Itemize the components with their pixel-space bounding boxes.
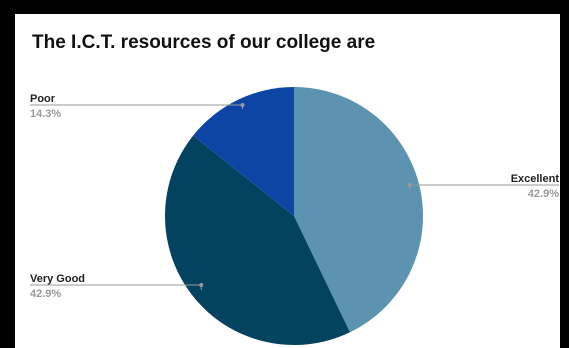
slice-label-poor: Poor (30, 93, 56, 105)
slice-value-excellent: 42.9% (528, 188, 559, 200)
pie-labels: Excellent 42.9% Very Good 42.9% Poor 14.… (30, 93, 559, 300)
slice-value-poor: 14.3% (30, 108, 61, 120)
leader-dot-excellent (407, 183, 412, 187)
pie-slice-poor (193, 86, 294, 216)
frame-left-border (0, 0, 15, 348)
leader-dot-very-good (199, 283, 204, 287)
leader-line-poor (30, 104, 244, 110)
leader-dot-poor (240, 103, 245, 107)
frame-top-border (0, 0, 569, 14)
pie-slice-very-good (164, 135, 350, 345)
slice-label-excellent: Excellent (511, 173, 560, 185)
pie-slice-excellent (294, 87, 423, 333)
slice-value-very-good: 42.9% (30, 288, 61, 300)
frame-right-border (560, 0, 569, 348)
slice-label-very-good: Very Good (30, 273, 85, 285)
pie-leader-lines (30, 103, 559, 290)
pie-slices (164, 86, 423, 345)
chart-title: The I.C.T. resources of our college are (32, 32, 375, 53)
